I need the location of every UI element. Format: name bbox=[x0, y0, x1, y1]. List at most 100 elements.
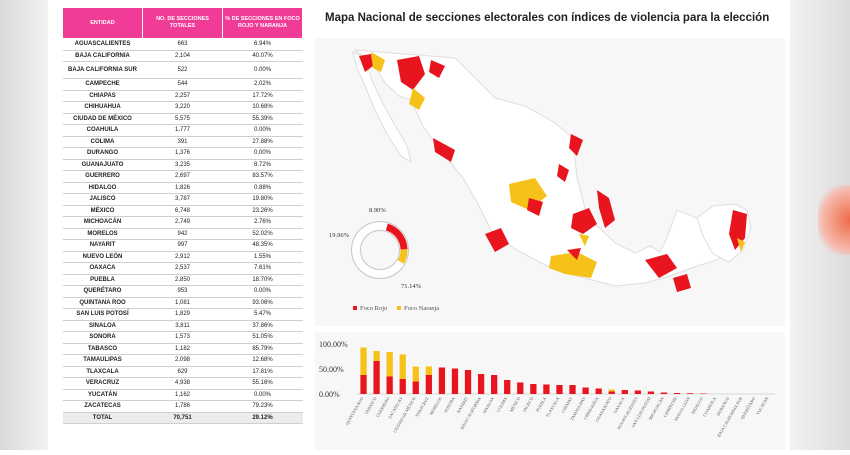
cell-porcentaje: 27.88% bbox=[222, 136, 303, 148]
cell-entidad: COAHUILA bbox=[62, 124, 143, 137]
cell-porcentaje: 29.12% bbox=[222, 411, 303, 424]
donut-outer-ring bbox=[351, 221, 409, 279]
region-sonora-red bbox=[397, 56, 425, 90]
table-row: CHIHUAHUA 3,220 10.68% bbox=[62, 101, 303, 114]
bar-foco-rojo bbox=[438, 367, 446, 394]
header-entidad: ENTIDAD bbox=[62, 7, 143, 39]
bar-foco-rojo bbox=[517, 382, 524, 394]
donut-chart bbox=[351, 221, 409, 279]
table-row: CIUDAD DE MÉXICO 5,575 55.39% bbox=[62, 113, 303, 125]
cell-porcentaje: 18.70% bbox=[222, 274, 303, 286]
cell-porcentaje: 93.06% bbox=[222, 297, 303, 309]
background-red-glow bbox=[818, 185, 850, 255]
cell-entidad: SONORA bbox=[62, 331, 143, 344]
cell-porcentaje: 0.00% bbox=[222, 285, 303, 298]
cell-entidad: QUINTANA ROO bbox=[62, 297, 143, 309]
bar-foco-naranja bbox=[412, 366, 419, 382]
cell-porcentaje: 8.72% bbox=[222, 159, 303, 171]
region-nl-red bbox=[557, 164, 569, 182]
mexico-map bbox=[352, 49, 752, 292]
table-row: MORELOS 942 52.02% bbox=[62, 228, 303, 240]
bar-foco-rojo bbox=[569, 385, 576, 394]
bar-foco-rojo bbox=[386, 376, 393, 394]
bar-foco-rojo bbox=[530, 384, 537, 394]
cell-entidad: MICHOACÁN bbox=[62, 216, 143, 229]
entity-table: ENTIDAD NO. DE SECCIONES TOTALES % DE SE… bbox=[62, 7, 303, 424]
cell-porcentaje: 0.00% bbox=[222, 389, 303, 401]
cell-entidad: GUERRERO bbox=[62, 170, 143, 183]
table-row: SAN LUIS POTOSÍ 1,829 5.47% bbox=[62, 308, 303, 321]
x-tick-label: PUEBLA bbox=[535, 396, 547, 413]
table-row: SINALOA 3,811 37.86% bbox=[62, 320, 303, 332]
bar-foco-rojo bbox=[621, 390, 628, 394]
y-tick-label: 100.00% bbox=[319, 340, 348, 349]
bar-foco-rojo bbox=[477, 374, 485, 394]
region-tamaulipas-red bbox=[569, 134, 583, 156]
region-zacatecas-red bbox=[527, 198, 543, 216]
table-row: COAHUILA 1,777 0.00% bbox=[62, 124, 303, 137]
cell-porcentaje: 0.00% bbox=[222, 61, 303, 79]
table-row: OAXACA 2,537 7.61% bbox=[62, 262, 303, 275]
legend-label-rojo: Foco Rojo bbox=[360, 305, 387, 312]
cell-porcentaje: 6.94% bbox=[222, 38, 303, 51]
region-jalisco-red bbox=[485, 228, 509, 252]
table-row: DURANGO 1,376 0.00% bbox=[62, 147, 303, 160]
cell-entidad: OAXACA bbox=[62, 262, 143, 275]
cell-entidad: SAN LUIS POTOSÍ bbox=[62, 308, 143, 321]
bar-foco-rojo bbox=[686, 393, 694, 394]
cell-porcentaje: 1.55% bbox=[222, 251, 303, 263]
x-tick-label: SONORA bbox=[443, 396, 456, 413]
region-sinaloa-red bbox=[433, 138, 455, 162]
cell-porcentaje: 55.39% bbox=[222, 113, 303, 125]
table-row: JALISCO 3,787 19.80% bbox=[62, 193, 303, 206]
cell-porcentaje: 83.57% bbox=[222, 170, 303, 183]
table-row: CHIAPAS 2,257 17.72% bbox=[62, 90, 303, 102]
donut-label-naranja: 8.90% bbox=[369, 207, 386, 214]
region-mexico-red bbox=[571, 208, 597, 234]
x-tick-label: TABASCO bbox=[364, 396, 378, 415]
cell-secciones: 2,257 bbox=[142, 90, 223, 102]
cell-secciones: 1,376 bbox=[142, 147, 223, 160]
table-row: HIDALGO 1,826 0.88% bbox=[62, 182, 303, 194]
bar-foco-rojo bbox=[608, 391, 615, 394]
cell-secciones: 1,081 bbox=[142, 297, 223, 309]
table-row: COLIMA 391 27.88% bbox=[62, 136, 303, 148]
header-porcentaje: % DE SECCIONES EN FOCO ROJO Y NARANJA bbox=[222, 7, 303, 39]
donut-slice bbox=[352, 222, 408, 278]
x-tick-label: MÉXICO bbox=[509, 396, 522, 413]
region-chiapas-red bbox=[673, 274, 691, 292]
cell-porcentaje: 55.16% bbox=[222, 377, 303, 390]
cell-entidad: SINALOA bbox=[62, 320, 143, 332]
cell-secciones: 3,811 bbox=[142, 320, 223, 332]
cell-entidad: HIDALGO bbox=[62, 182, 143, 194]
cell-entidad: ZACATECAS bbox=[62, 400, 143, 413]
x-tick-label: CHIAPAS bbox=[560, 395, 573, 413]
cell-entidad: GUANAJUATO bbox=[62, 159, 143, 171]
cell-secciones: 1,829 bbox=[142, 308, 223, 321]
bar-foco-rojo bbox=[543, 384, 550, 394]
bar-foco-rojo bbox=[373, 361, 380, 394]
bar-foco-rojo bbox=[412, 381, 419, 394]
region-baja-orange bbox=[371, 52, 385, 72]
cell-entidad: YUCATÁN bbox=[62, 389, 143, 401]
cell-entidad: MORELOS bbox=[62, 228, 143, 240]
cell-secciones: 953 bbox=[142, 285, 223, 298]
table-row: AGUASCALIENTES 663 6.94% bbox=[62, 38, 303, 51]
cell-secciones: 1,777 bbox=[142, 124, 223, 137]
x-tick-label: YUCATÁN bbox=[755, 396, 769, 416]
cell-secciones: 942 bbox=[142, 228, 223, 240]
cell-secciones: 1,786 bbox=[142, 400, 223, 413]
donut-label-rojo: 19.96% bbox=[329, 232, 350, 239]
bar-foco-rojo bbox=[595, 388, 602, 394]
cell-secciones: 2,104 bbox=[142, 50, 223, 62]
cell-porcentaje: 0.00% bbox=[222, 147, 303, 160]
bar-foco-rojo bbox=[700, 393, 707, 394]
cell-entidad: PUEBLA bbox=[62, 274, 143, 286]
cell-porcentaje: 40.07% bbox=[222, 50, 303, 62]
x-tick-label: QUINTANA ROO bbox=[344, 396, 364, 426]
table-row: TABASCO 1,182 85.79% bbox=[62, 343, 303, 355]
cell-entidad: TABASCO bbox=[62, 343, 143, 355]
cell-entidad: CAMPECHE bbox=[62, 78, 143, 91]
cell-porcentaje: 2.02% bbox=[222, 78, 303, 91]
cell-entidad: DURANGO bbox=[62, 147, 143, 160]
